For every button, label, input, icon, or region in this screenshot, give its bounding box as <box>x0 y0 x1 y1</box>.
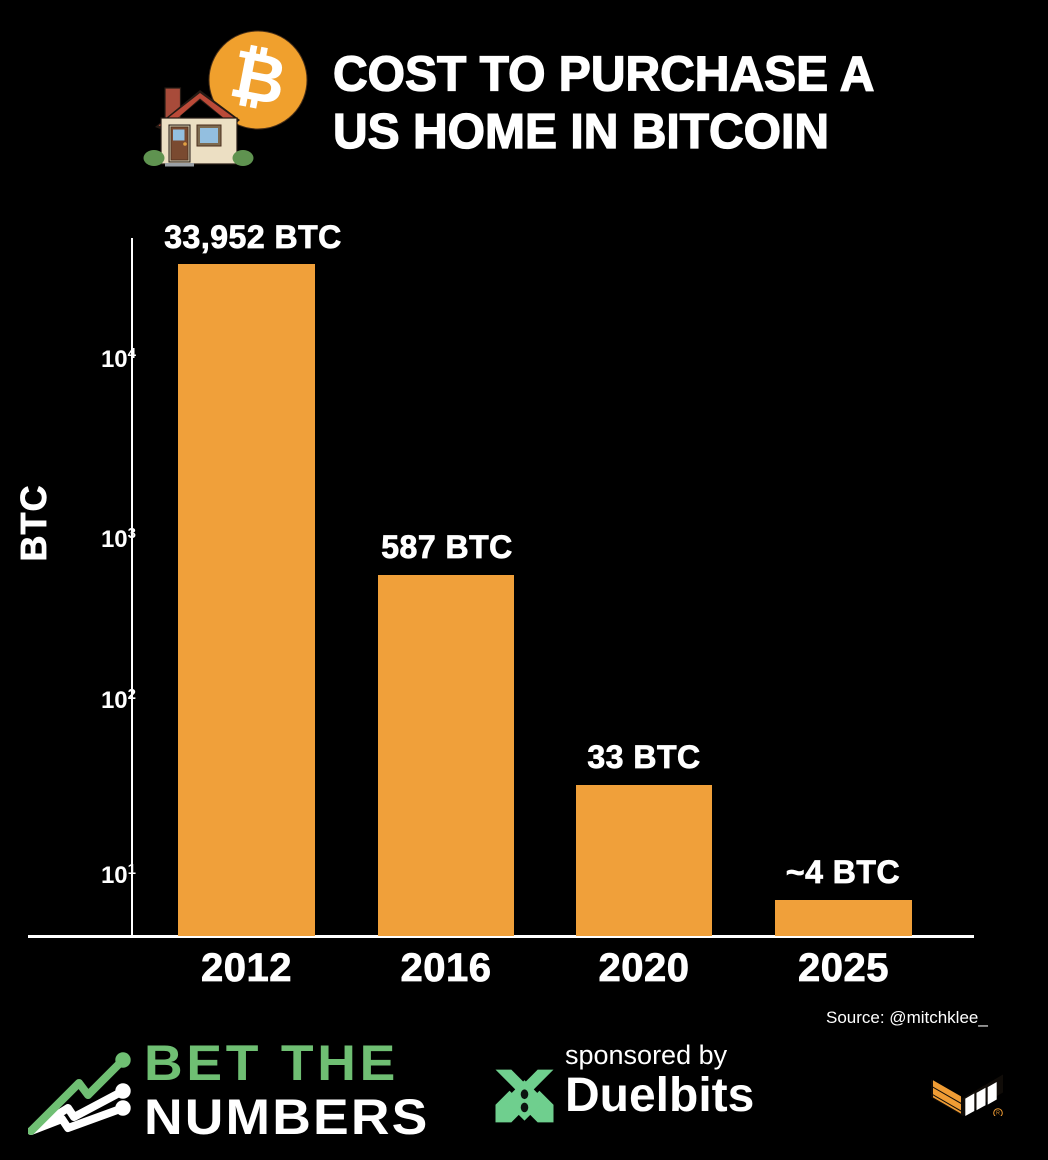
svg-text:R: R <box>996 1110 1000 1116</box>
